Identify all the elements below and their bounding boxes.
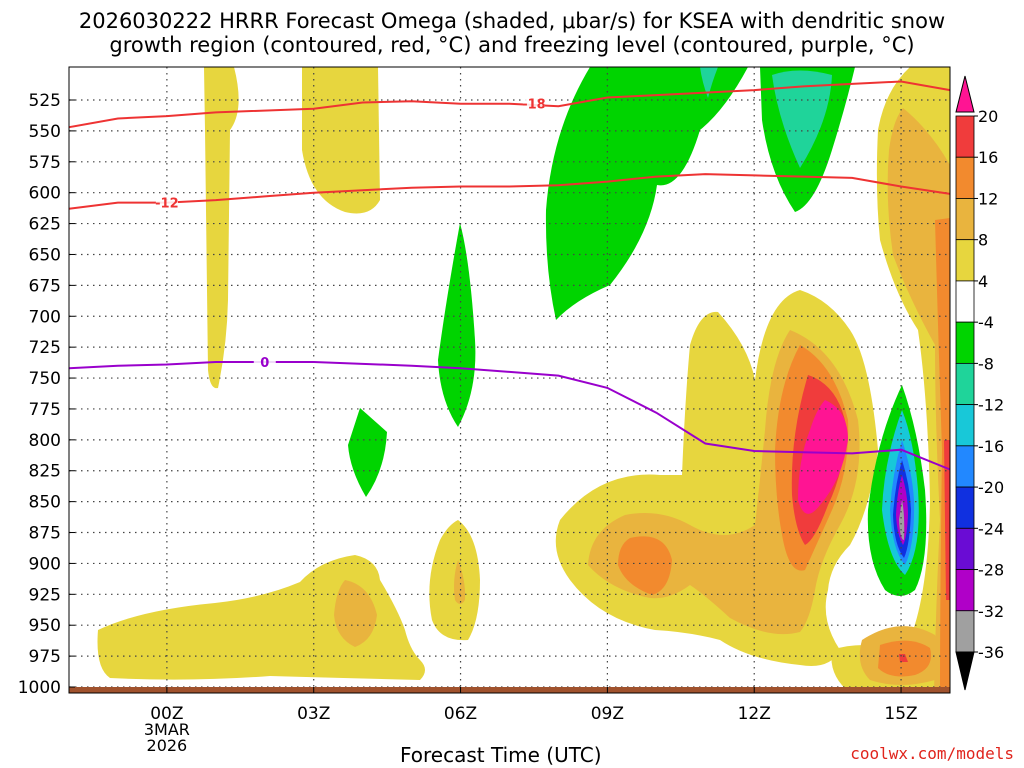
contour-line xyxy=(68,173,951,210)
colorbar-label: -24 xyxy=(978,519,1004,538)
omega-region-neg8 xyxy=(545,67,748,320)
x-tick-sublabel: 2026 xyxy=(147,736,188,755)
colorbar-top-arrow xyxy=(955,75,975,113)
colorbar-segment xyxy=(955,280,975,323)
x-tick-label: 00Z xyxy=(150,704,183,724)
colorbar-segment xyxy=(955,156,975,199)
grid-lines xyxy=(69,67,950,693)
contour-lines: -18 -12 0 xyxy=(68,80,951,471)
colorbar-segment xyxy=(955,527,975,570)
y-tick-label: 900 xyxy=(29,554,61,574)
contour-label-bg xyxy=(155,194,178,211)
credit-text: coolwx.com/models xyxy=(850,744,1014,763)
x-tick-label: 06Z xyxy=(444,704,477,724)
omega-region-12 xyxy=(618,536,672,595)
colorbar-segment xyxy=(955,362,975,406)
x-axis-label: Forecast Time (UTC) xyxy=(400,743,602,767)
omega-region-neg8 xyxy=(348,408,387,497)
omega-region-neg36 xyxy=(899,500,905,540)
y-tick-label: 800 xyxy=(29,431,61,451)
contour-line xyxy=(68,361,951,471)
colorbar-label: -4 xyxy=(978,313,994,332)
colorbar-segment xyxy=(955,486,975,529)
omega-shading xyxy=(97,67,950,693)
x-tick-label: 09Z xyxy=(591,704,624,724)
omega-region-8 xyxy=(334,580,377,647)
y-tick-label: 675 xyxy=(29,276,61,296)
colorbar-segment xyxy=(955,198,975,241)
colorbar-segment xyxy=(955,445,975,488)
colorbar-segment xyxy=(955,569,975,612)
colorbar-label: 12 xyxy=(978,189,998,208)
contour-label-bg xyxy=(522,95,545,112)
y-tick-label: 950 xyxy=(29,616,61,636)
y-tick-label: 850 xyxy=(29,493,61,513)
colorbar-segment xyxy=(955,610,975,653)
y-tick-label: 750 xyxy=(29,369,61,389)
colorbar-label: -28 xyxy=(978,561,1004,580)
y-tick-label: 700 xyxy=(29,307,61,327)
x-tick-label: 03Z xyxy=(297,704,330,724)
x-tick-sublabel: 3MAR xyxy=(144,720,190,739)
colorbar-label: -36 xyxy=(978,643,1004,662)
colorbar-segment xyxy=(955,115,975,158)
y-tick-label: 825 xyxy=(29,462,61,482)
y-tick-label: 650 xyxy=(29,245,61,265)
x-tick-label: 12Z xyxy=(738,704,771,724)
y-tick-label: 725 xyxy=(29,338,61,358)
y-tick-label: 975 xyxy=(29,647,61,667)
colorbar-label: 16 xyxy=(978,148,998,167)
omega-region-8 xyxy=(454,560,466,604)
y-tick-label: 925 xyxy=(29,585,61,605)
colorbar-segment xyxy=(955,404,975,447)
chart-title-line1: 2026030222 HRRR Forecast Omega (shaded, … xyxy=(78,9,946,33)
colorbar-label: 8 xyxy=(978,231,988,250)
y-tick-label: 775 xyxy=(29,400,61,420)
omega-region-neg8 xyxy=(438,223,476,427)
y-tick-label: 575 xyxy=(29,153,61,173)
y-tick-label: 625 xyxy=(29,215,61,235)
colorbar-label: 20 xyxy=(978,107,998,126)
contour-label: -18 xyxy=(522,98,546,113)
y-tick-label: 600 xyxy=(29,184,61,204)
colorbar-segment xyxy=(955,321,975,364)
y-tick-label: 550 xyxy=(29,122,61,142)
colorbar: 20 16 12 8 4 -4 -8 -12 -16 -20 -24 -28 -32 -36 xyxy=(955,75,1004,691)
y-axis: 525 550 575 600 625 650 675 700 725 750 775 800 825 8… xyxy=(18,91,75,698)
omega-region-neg12 xyxy=(772,70,832,168)
plot-frame xyxy=(68,66,951,694)
chart-title-line2: growth region (contoured, red, °C) and f… xyxy=(109,33,915,57)
colorbar-segment xyxy=(955,239,975,282)
contour-label: 0 xyxy=(260,356,269,371)
omega-region-4 xyxy=(204,67,239,389)
omega-region-16 xyxy=(944,440,950,600)
colorbar-label: 4 xyxy=(978,272,988,291)
y-tick-label: 1000 xyxy=(18,678,61,698)
colorbar-label: -8 xyxy=(978,354,994,373)
colorbar-label: -16 xyxy=(978,437,1004,456)
y-tick-label: 525 xyxy=(29,91,61,111)
omega-region-20 xyxy=(798,400,848,514)
colorbar-label: -20 xyxy=(978,478,1004,497)
colorbar-label: -12 xyxy=(978,396,1004,415)
x-tick-label: 15Z xyxy=(884,704,917,724)
ground-strip xyxy=(69,687,950,693)
omega-region-neg12 xyxy=(700,67,718,98)
contour-label: -12 xyxy=(155,197,179,212)
contour-label-bg xyxy=(253,353,276,370)
y-tick-label: 875 xyxy=(29,524,61,544)
colorbar-label: -32 xyxy=(978,602,1004,621)
colorbar-bottom-arrow xyxy=(955,651,975,691)
